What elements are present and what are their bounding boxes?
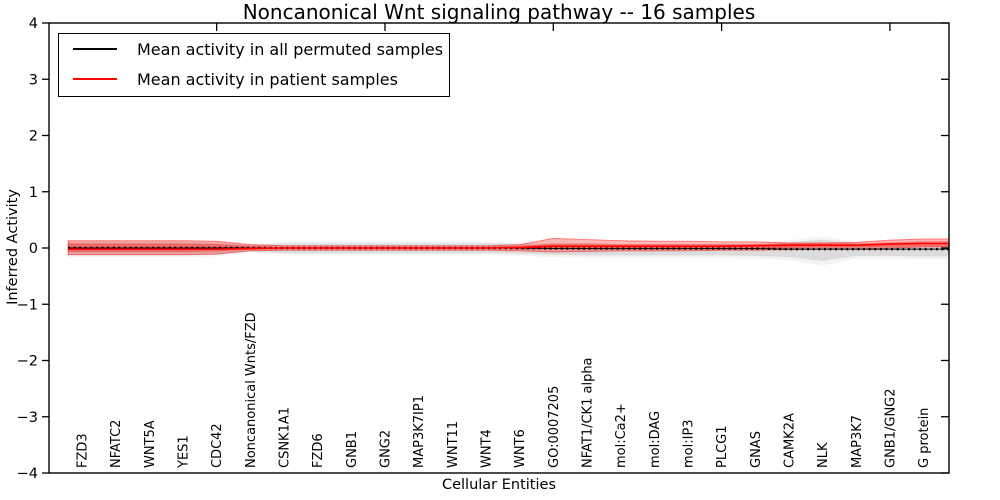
x-tick-label: mol:IP3 bbox=[681, 419, 696, 468]
y-tick-label: 4 bbox=[29, 16, 38, 32]
permuted-line-swatch-icon bbox=[73, 48, 117, 50]
x-tick-label: CSNK1A1 bbox=[277, 407, 292, 468]
x-tick-label: GNAS bbox=[749, 431, 764, 468]
patient-line-swatch-icon bbox=[73, 78, 117, 80]
x-tick-label: CDC42 bbox=[210, 423, 225, 468]
y-tick-label: −2 bbox=[17, 354, 38, 370]
band-permuted-range bbox=[68, 239, 949, 261]
legend-entry-permuted: Mean activity in all permuted samples bbox=[59, 34, 449, 64]
x-tick-label: mol:DAG bbox=[648, 411, 663, 468]
x-tick-label: FZD6 bbox=[311, 433, 326, 468]
x-tick-label: NFAT1/CK1 alpha bbox=[580, 357, 595, 468]
y-tick-label: 1 bbox=[29, 185, 38, 201]
x-tick-label: GNG2 bbox=[378, 430, 393, 468]
x-tick-label: WNT6 bbox=[513, 429, 528, 468]
band-patient-range-inner bbox=[68, 241, 949, 252]
x-tick-label: WNT5A bbox=[143, 420, 158, 468]
legend-entry-patient: Mean activity in patient samples bbox=[59, 64, 449, 94]
legend-label: Mean activity in patient samples bbox=[137, 69, 398, 89]
x-tick-label: G protein bbox=[917, 408, 932, 468]
y-tick-label: −3 bbox=[17, 410, 38, 426]
legend: Mean activity in all permuted samples Me… bbox=[58, 33, 450, 97]
x-tick-label: GNB1 bbox=[345, 431, 360, 468]
x-tick-label: PLCG1 bbox=[715, 425, 730, 468]
y-tick-label: 3 bbox=[29, 72, 38, 88]
x-tick-label: FZD3 bbox=[76, 433, 91, 468]
x-tick-label: NFATC2 bbox=[109, 420, 124, 468]
x-tick-label: MAP3K7 bbox=[850, 415, 865, 468]
x-axis-label: Cellular Entities bbox=[441, 477, 557, 493]
chart-title: Noncanonical Wnt signaling pathway -- 16… bbox=[242, 0, 756, 24]
x-tick-label: mol:Ca2+ bbox=[614, 403, 629, 468]
x-tick-label: Noncanonical Wnts/FZD bbox=[244, 312, 259, 468]
x-tick-label: CAMK2A bbox=[782, 413, 797, 468]
x-tick-label: WNT11 bbox=[446, 421, 461, 468]
y-tick-label: −1 bbox=[17, 297, 38, 313]
x-tick-label: GO:0007205 bbox=[547, 386, 562, 468]
line-patient-mean bbox=[68, 242, 949, 250]
y-tick-label: 0 bbox=[29, 241, 38, 257]
x-tick-label: WNT4 bbox=[479, 429, 494, 468]
x-tick-label: MAP3K7IP1 bbox=[412, 395, 427, 468]
x-tick-label: NLK bbox=[816, 442, 831, 468]
x-tick-label: YES1 bbox=[176, 435, 191, 469]
legend-label: Mean activity in all permuted samples bbox=[137, 39, 444, 59]
y-tick-label: 2 bbox=[29, 129, 38, 145]
y-tick-label: −4 bbox=[17, 466, 38, 482]
x-tick-label: GNB1/GNG2 bbox=[883, 388, 898, 468]
